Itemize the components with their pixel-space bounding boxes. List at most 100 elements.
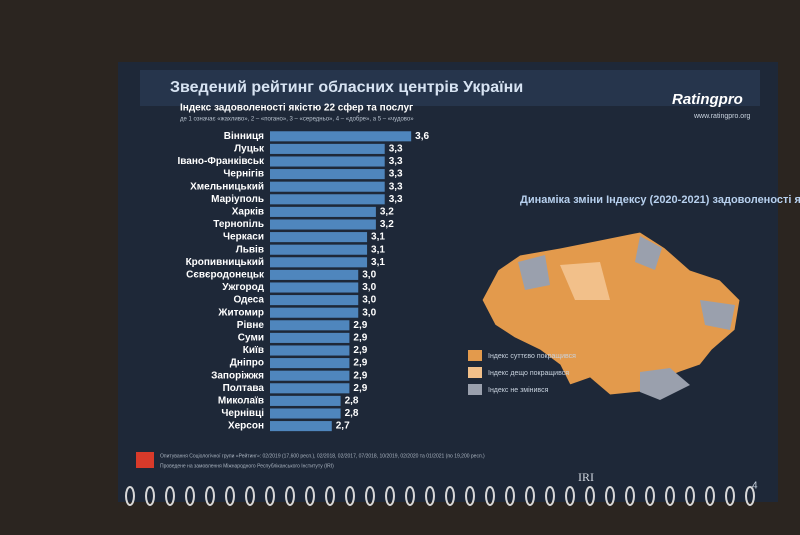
value-label: 2,7 — [336, 421, 350, 432]
spiral — [245, 486, 255, 506]
bar — [270, 269, 359, 280]
footer-logo — [136, 452, 154, 468]
spiral — [165, 486, 175, 506]
map-region — [518, 255, 550, 290]
value-label: 3,3 — [389, 156, 403, 167]
spiral — [185, 486, 195, 506]
bar — [270, 194, 385, 205]
spiral — [645, 486, 655, 506]
value-label: 3,0 — [362, 282, 376, 293]
category-label: Запоріжжя — [211, 370, 264, 381]
value-label: 3,1 — [371, 232, 385, 243]
value-label: 3,2 — [380, 219, 394, 230]
category-label: Тернопіль — [213, 219, 264, 230]
value-label: 2,9 — [353, 345, 367, 356]
value-label: 3,3 — [389, 181, 403, 192]
value-label: 2,9 — [353, 383, 367, 394]
bar — [270, 232, 368, 243]
spiral — [465, 486, 475, 506]
spiral — [285, 486, 295, 506]
spiral — [685, 486, 695, 506]
spiral — [665, 486, 675, 506]
binding — [125, 486, 755, 506]
value-label: 3,0 — [362, 295, 376, 306]
spiral — [405, 486, 415, 506]
value-label: 3,6 — [415, 131, 429, 142]
bar — [270, 169, 385, 180]
spiral — [125, 486, 135, 506]
map-region — [700, 300, 735, 330]
category-label: Харків — [232, 207, 264, 218]
value-label: 3,3 — [389, 194, 403, 205]
map-region — [635, 236, 662, 270]
category-label: Дніпро — [230, 358, 264, 369]
value-label: 3,1 — [371, 244, 385, 255]
value-label: 3,0 — [362, 307, 376, 318]
bar — [270, 332, 350, 343]
legend-swatch — [468, 367, 482, 378]
spiral — [425, 486, 435, 506]
spiral — [305, 486, 315, 506]
bar — [270, 282, 359, 293]
legend-swatch — [468, 350, 482, 361]
value-label: 2,8 — [345, 396, 359, 407]
category-label: Київ — [243, 345, 264, 356]
value-label: 3,3 — [389, 169, 403, 180]
spiral — [145, 486, 155, 506]
spiral — [265, 486, 275, 506]
bar — [270, 295, 359, 306]
category-label: Полтава — [223, 383, 265, 394]
bar — [270, 345, 350, 356]
bar — [270, 320, 350, 331]
website: www.ratingpro.org — [693, 113, 751, 120]
value-label: 3,0 — [362, 270, 376, 281]
bar — [270, 408, 341, 419]
spiral — [365, 486, 375, 506]
category-label: Одеса — [233, 295, 264, 306]
legend-label: Індекс суттєво покращився — [488, 353, 576, 360]
bar — [270, 143, 385, 154]
value-label: 2,8 — [345, 408, 359, 419]
value-label: 2,9 — [353, 333, 367, 344]
spiral — [545, 486, 555, 506]
bar — [270, 421, 332, 432]
spiral — [505, 486, 515, 506]
category-label: Вінниця — [224, 131, 264, 142]
category-label: Чернівці — [221, 408, 264, 419]
category-label: Маріуполь — [211, 194, 264, 205]
sponsor: IRI — [578, 470, 594, 484]
bar — [270, 206, 376, 217]
category-label: Івано-Франківськ — [178, 156, 265, 167]
value-label: 3,3 — [389, 144, 403, 155]
chart-title: Зведений рейтинг обласних центрів Україн… — [170, 79, 523, 96]
spiral — [705, 486, 715, 506]
bar — [270, 131, 412, 142]
legend-swatch — [468, 384, 482, 395]
spiral — [345, 486, 355, 506]
bar — [270, 395, 341, 406]
category-label: Миколаїв — [218, 396, 264, 407]
value-label: 2,9 — [353, 358, 367, 369]
bar — [270, 383, 350, 394]
bar — [270, 358, 350, 369]
legend-label: Індекс дещо покращився — [488, 370, 569, 377]
bar — [270, 307, 359, 318]
category-label: Львів — [236, 244, 264, 255]
spiral — [565, 486, 575, 506]
logo: Ratingpro — [672, 91, 743, 108]
note: де 1 означає «жахливо», 2 – «погано», 3 … — [180, 117, 414, 123]
spiral — [205, 486, 215, 506]
footer-text: Опитування Соціологічної групи «Рейтинг»… — [160, 452, 485, 459]
category-label: Суми — [238, 333, 264, 344]
category-label: Кропивницький — [186, 257, 264, 268]
spiral — [445, 486, 455, 506]
spiral — [625, 486, 635, 506]
spiral — [525, 486, 535, 506]
spiral — [725, 486, 735, 506]
category-label: Рівне — [237, 320, 265, 331]
value-label: 2,9 — [353, 320, 367, 331]
legend-label: Індекс не змінився — [488, 386, 549, 394]
subtitle: Індекс задоволеності якістю 22 сфер та п… — [180, 102, 413, 114]
spiral — [605, 486, 615, 506]
